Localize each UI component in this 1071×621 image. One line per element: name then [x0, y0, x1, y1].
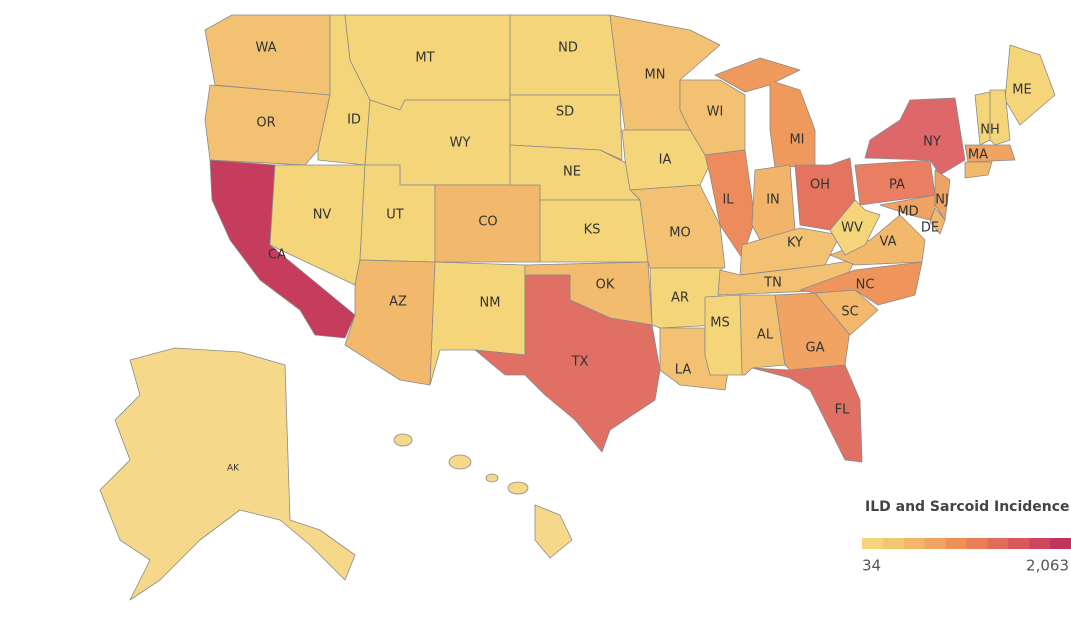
state-label: NE [563, 165, 581, 180]
state [751, 364, 863, 463]
state-label: AZ [389, 295, 407, 310]
legend [862, 538, 1071, 549]
state-label: KY [787, 236, 803, 251]
state-label: OK [596, 278, 615, 293]
state-label: IA [659, 153, 672, 168]
legend-swatch [1008, 538, 1030, 549]
state-label: MD [897, 205, 918, 220]
state-label: AR [671, 291, 689, 306]
state [929, 207, 946, 235]
state-label: AL [757, 328, 774, 343]
legend-swatch [882, 538, 905, 549]
state [474, 274, 661, 453]
state-label: NY [923, 135, 941, 150]
state-label: GA [806, 341, 825, 356]
state-label: NH [980, 123, 1000, 138]
state-label: TX [571, 355, 589, 370]
state-label: KS [584, 223, 601, 238]
state-label: CO [478, 215, 497, 230]
island [448, 454, 472, 470]
legend-swatch [924, 538, 947, 549]
state-label: WY [450, 136, 471, 151]
state [1004, 44, 1056, 126]
state-label: OR [256, 116, 275, 131]
state [509, 94, 623, 161]
state-label: CA [268, 248, 286, 263]
legend-swatch [862, 538, 884, 549]
state [344, 259, 436, 386]
state-label: TN [763, 276, 782, 291]
state [829, 214, 926, 266]
state [99, 347, 356, 601]
state [964, 144, 1016, 163]
state [704, 294, 743, 376]
state-label: FL [835, 403, 850, 418]
legend-max: 2,063 [1026, 557, 1069, 575]
state-label: LA [675, 363, 692, 378]
legend-min: 34 [862, 557, 881, 575]
legend-swatch [903, 538, 926, 549]
island [485, 473, 499, 483]
state-label: MS [710, 316, 729, 331]
state-label: NM [480, 296, 501, 311]
state-label: MT [415, 51, 434, 66]
state-label: PA [889, 178, 905, 193]
state-label: SC [841, 305, 858, 320]
states [99, 14, 1056, 601]
state [829, 199, 881, 256]
hawaii [393, 433, 573, 559]
state-label: MN [645, 68, 666, 83]
state [739, 227, 841, 276]
island [393, 433, 413, 447]
state-shape [964, 161, 993, 179]
state-label: MA [968, 148, 988, 163]
legend-swatch [1029, 538, 1051, 549]
state [714, 57, 816, 169]
state [989, 89, 1011, 146]
state [204, 84, 331, 166]
state-label: MO [669, 226, 690, 241]
state-label: MI [789, 133, 804, 148]
legend-swatch [987, 538, 1009, 549]
state-labels: WA OR CA ID NV MT WY UT CO AZ NM ND SD NE KS OK TX MN IA MO… [227, 41, 1032, 474]
state-label: WV [841, 221, 863, 236]
legend-title: ILD and Sarcoid Incidence [865, 499, 1070, 515]
state-label: UT [386, 208, 404, 223]
state-label: IL [722, 193, 734, 208]
legend-swatch [945, 538, 967, 549]
state [799, 261, 923, 306]
state-label: ID [347, 113, 361, 128]
state [864, 97, 966, 176]
state-label: WI [707, 105, 724, 120]
legend-swatch [966, 538, 988, 549]
state-label: SD [556, 105, 574, 120]
island [534, 504, 573, 559]
state-label: IN [766, 193, 780, 208]
state-label: NV [313, 208, 332, 223]
state [649, 267, 723, 329]
legend-swatch [1050, 538, 1071, 549]
state-label: NJ [935, 193, 949, 208]
state-label: AK [227, 464, 240, 474]
state-label: DE [921, 221, 939, 236]
state-label: VA [880, 235, 897, 250]
state-label: ME [1012, 83, 1031, 98]
state-label: ND [558, 41, 578, 56]
state-label: NC [856, 278, 875, 293]
island [507, 481, 529, 495]
state-label: WA [255, 41, 276, 56]
state-label: OH [810, 178, 830, 193]
